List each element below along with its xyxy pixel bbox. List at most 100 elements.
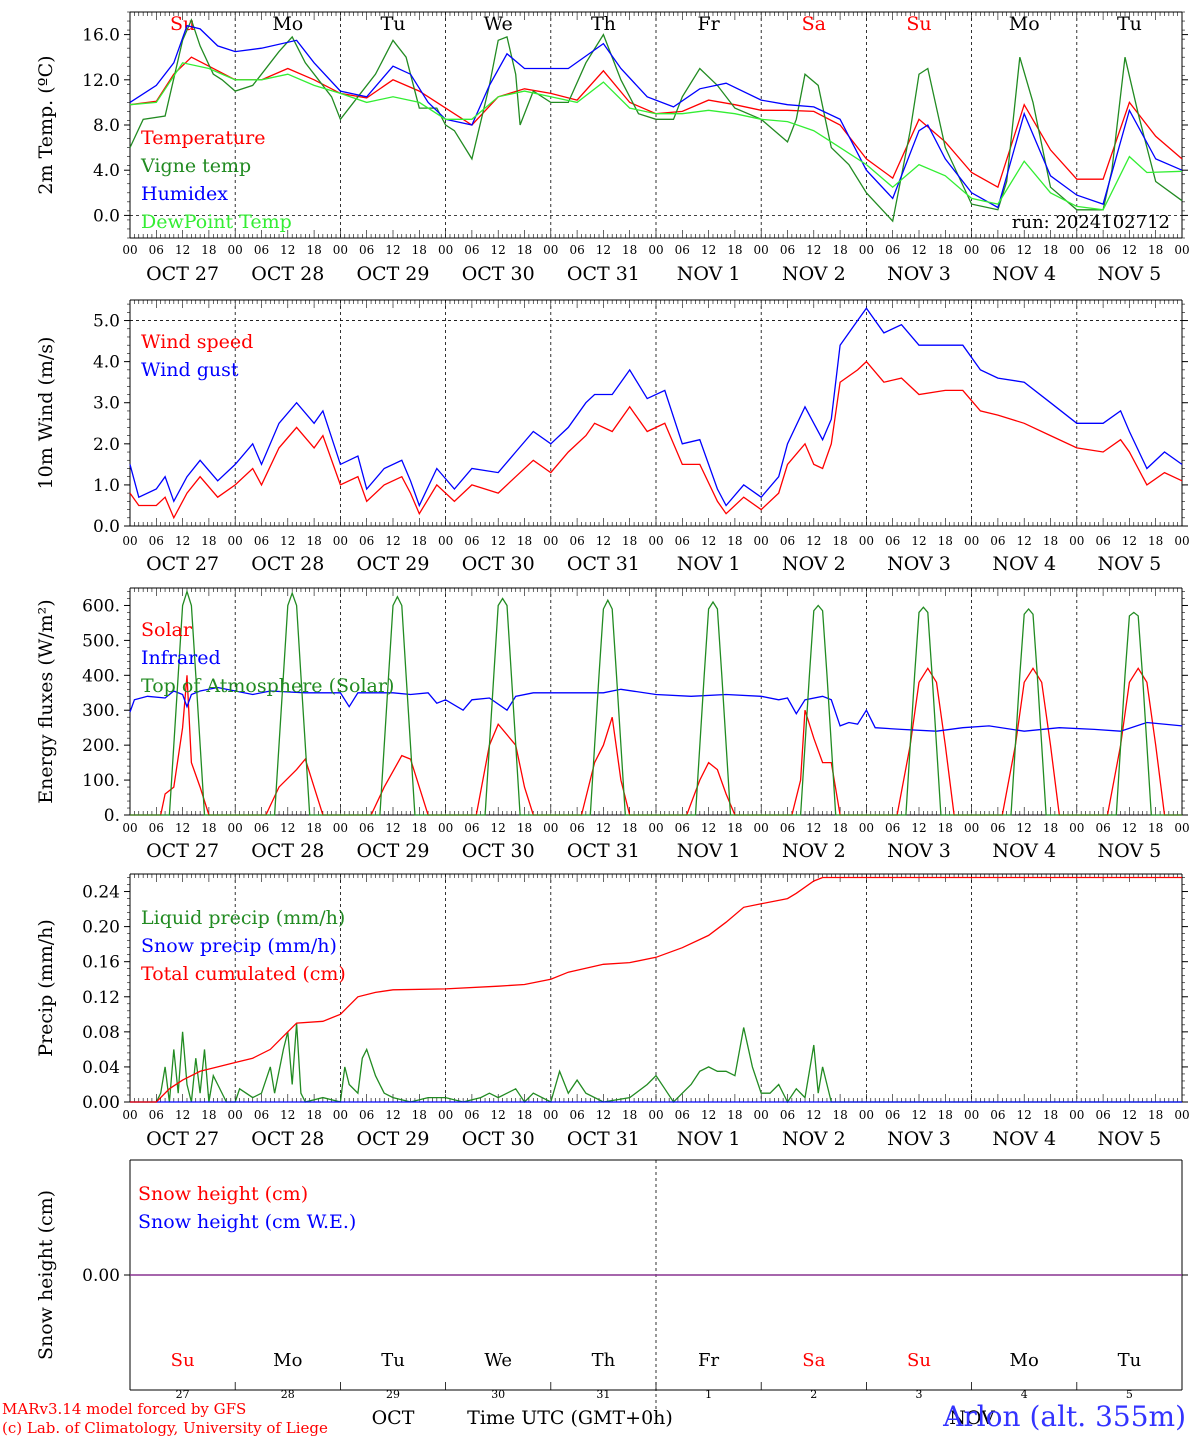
y-tick-label: 600. [82, 596, 120, 616]
hour-tick-label: 06 [990, 534, 1005, 548]
legend-entry: Total cumulated (cm) [141, 963, 346, 985]
hour-tick-label: 18 [201, 534, 216, 548]
hour-tick-label: 00 [754, 821, 769, 835]
hour-tick-label: 06 [675, 821, 690, 835]
hour-tick-label: 06 [464, 821, 479, 835]
day-label: NOV 4 [992, 553, 1056, 575]
time-axis-label: Time UTC (GMT+0h) [467, 1407, 673, 1429]
hour-tick-label: 12 [280, 821, 295, 835]
hour-tick-label: 12 [911, 534, 926, 548]
day-label: NOV 1 [677, 840, 741, 862]
series-line-temperature [129, 56, 1183, 189]
hour-tick-label: 12 [911, 821, 926, 835]
lab-credit: (c) Lab. of Climatology, University of L… [2, 1419, 328, 1437]
legend-entry: Infrared [141, 647, 221, 669]
hour-tick-label: 06 [885, 243, 900, 257]
hour-tick-label: 00 [648, 534, 663, 548]
day-label: OCT 27 [146, 840, 219, 862]
station-label: Arlon (alt. 355m) [943, 1400, 1186, 1433]
day-label: OCT 28 [251, 263, 324, 285]
day-label: NOV 1 [677, 553, 741, 575]
day-number-label: 5 [1126, 1388, 1133, 1401]
hour-tick-label: 12 [175, 534, 190, 548]
day-label: OCT 29 [356, 553, 429, 575]
hour-tick-label: 06 [1095, 821, 1110, 835]
month-label: OCT [372, 1407, 415, 1429]
hour-tick-label: 06 [990, 1108, 1005, 1122]
hour-tick-label: 06 [359, 243, 374, 257]
day-label: OCT 27 [146, 1128, 219, 1150]
series-line-dewpoint-temp [129, 62, 1183, 211]
panel-3: 00 06 12 18 00 06 12 18 00 06 12 18 00 06 12 18 00 06 12 18… [35, 587, 1190, 862]
hour-tick-label: 12 [1122, 1108, 1137, 1122]
hour-tick-label: 18 [306, 243, 321, 257]
hour-tick-label: 18 [832, 1108, 847, 1122]
day-label: NOV 3 [887, 1128, 951, 1150]
hour-tick-label: 12 [806, 821, 821, 835]
hour-tick-label: 00 [543, 534, 558, 548]
hour-tick-label: 00 [333, 1108, 348, 1122]
hour-tick-label: 18 [1148, 534, 1163, 548]
day-label: OCT 28 [251, 840, 324, 862]
hour-tick-label: 06 [254, 821, 269, 835]
hour-tick-label: 06 [254, 534, 269, 548]
hour-tick-label: 12 [596, 534, 611, 548]
hour-tick-label: 12 [701, 1108, 716, 1122]
weekday-label: Sa [802, 1350, 825, 1371]
hour-tick-label: 18 [306, 534, 321, 548]
hour-tick-label: 00 [1174, 243, 1189, 257]
hour-tick-label: 18 [727, 1108, 742, 1122]
hour-tick-label: 06 [885, 1108, 900, 1122]
weekday-label: Sa [802, 13, 826, 35]
panel-5: Su Mo Tu We Th Fr Sa Su Mo Tu 27 28 29 30 31 1 2 3 4 5 OCT NO… [35, 1159, 1188, 1429]
run-label: run: 2024102712 [1012, 212, 1170, 233]
weekday-label: Tu [1118, 1350, 1142, 1371]
hour-tick-label: 00 [1069, 243, 1084, 257]
series-line-top-of-atmosphere-solar [130, 589, 1182, 816]
hour-tick-label: 12 [280, 243, 295, 257]
hour-tick-label: 00 [543, 1108, 558, 1122]
day-number-label: 31 [596, 1388, 610, 1401]
hour-tick-label: 18 [1043, 1108, 1058, 1122]
hour-tick-label: 06 [675, 534, 690, 548]
legend-entry: Snow precip (mm/h) [141, 935, 337, 957]
hour-tick-label: 12 [596, 243, 611, 257]
hour-tick-label: 12 [491, 534, 506, 548]
y-tick-label: 100. [82, 771, 120, 791]
legend-entry: Solar [141, 619, 193, 641]
hour-tick-label: 18 [517, 821, 532, 835]
day-label: NOV 4 [992, 1128, 1056, 1150]
legend-entry: DewPoint Temp [141, 211, 292, 233]
hour-tick-label: 12 [280, 1108, 295, 1122]
hour-tick-label: 00 [122, 243, 137, 257]
hour-tick-label: 06 [569, 243, 584, 257]
y-axis-title: 2m Temp. (ºC) [35, 55, 57, 194]
weekday-label: Fr [697, 13, 720, 35]
day-label: OCT 29 [356, 1128, 429, 1150]
hour-tick-label: 00 [228, 534, 243, 548]
hour-tick-label: 18 [832, 243, 847, 257]
series-line-total-cumulated-cm [130, 876, 1182, 1103]
hour-tick-label: 00 [859, 821, 874, 835]
y-tick-label: 0.00 [82, 1266, 120, 1286]
hour-tick-label: 12 [385, 821, 400, 835]
weekday-label: Th [591, 13, 616, 35]
day-label: NOV 2 [782, 840, 846, 862]
hour-tick-label: 00 [859, 534, 874, 548]
day-label: NOV 3 [887, 263, 951, 285]
y-tick-label: 4.0 [93, 161, 120, 181]
hour-tick-label: 06 [149, 1108, 164, 1122]
day-number-label: 29 [386, 1388, 400, 1401]
hour-tick-label: 18 [727, 534, 742, 548]
hour-tick-label: 00 [754, 534, 769, 548]
y-tick-label: 4.0 [93, 353, 120, 373]
y-axis-title: Precip (mm/h) [35, 919, 57, 1057]
y-tick-label: 200. [82, 736, 120, 756]
legend-entry: Liquid precip (mm/h) [141, 907, 345, 929]
y-tick-label: 0.00 [82, 1093, 120, 1113]
weekday-label: Su [170, 13, 195, 35]
hour-tick-label: 00 [1174, 534, 1189, 548]
y-tick-label: 12.0 [82, 71, 120, 91]
hour-tick-label: 06 [359, 1108, 374, 1122]
day-number-label: 3 [916, 1388, 923, 1401]
